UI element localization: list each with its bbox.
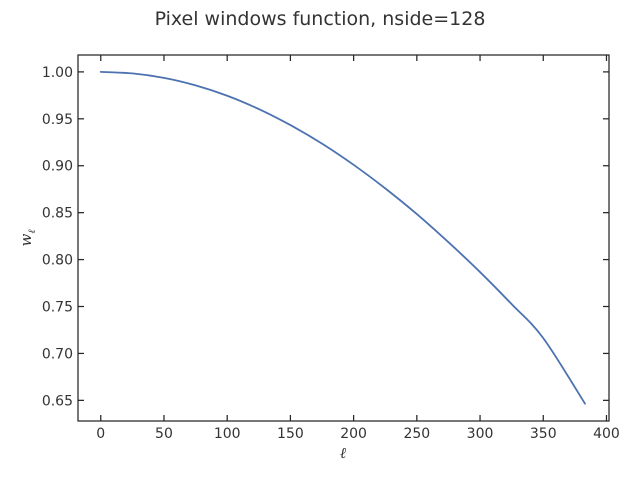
chart-title: Pixel windows function, nside=128: [155, 8, 486, 30]
y-axis-label: wℓ: [17, 229, 38, 246]
x-tick-label: 100: [214, 426, 241, 442]
y-tick-label: 1.00: [42, 65, 73, 81]
plot-area: [77, 54, 610, 422]
series-line: [99, 70, 586, 405]
x-tick-label: 200: [340, 426, 367, 442]
x-tick-label: 50: [155, 426, 173, 442]
y-tick-label: 0.85: [42, 206, 73, 222]
y-tick-label: 0.90: [42, 159, 73, 175]
y-tick-label: 0.65: [42, 393, 73, 409]
y-tick-label: 0.95: [42, 112, 73, 128]
x-tick-label: 400: [593, 426, 620, 442]
x-tick-label: 0: [96, 426, 105, 442]
y-tick-label: 0.70: [42, 346, 73, 362]
y-axis: 0.65 0.70 0.75 0.80 0.85 0.90 0.95 1.00: [42, 65, 609, 409]
y-axis-label-base: w: [17, 234, 35, 247]
y-axis-label-subscript: ℓ: [27, 229, 38, 233]
x-axis: 0 50 100 150 200 250 300 350 400: [96, 55, 620, 442]
x-tick-label: 350: [530, 426, 557, 442]
x-tick-label: 250: [403, 426, 430, 442]
y-tick-label: 0.80: [42, 253, 73, 269]
y-tick-label: 0.75: [42, 300, 73, 316]
plot-frame: [77, 54, 610, 422]
x-axis-label: ℓ: [340, 444, 346, 462]
x-tick-label: 150: [277, 426, 304, 442]
x-tick-label: 300: [467, 426, 494, 442]
